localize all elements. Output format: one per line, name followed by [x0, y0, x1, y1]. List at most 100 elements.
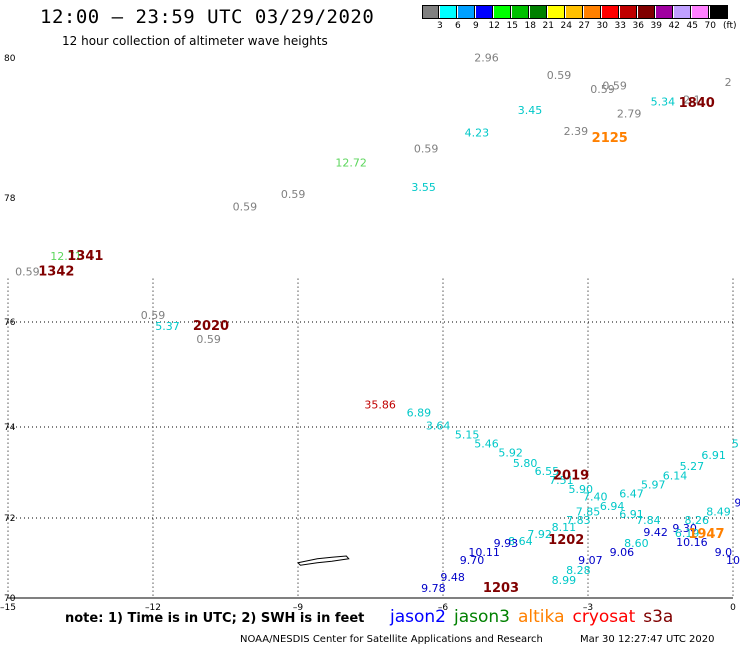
- wave-height-label: 9: [734, 497, 740, 510]
- latitude-tick-label: 72: [4, 514, 15, 524]
- colorbar-swatch: [476, 5, 493, 18]
- wave-height-label: 9.42: [643, 526, 668, 539]
- footnote: note: 1) Time is in UTC; 2) SWH is in fe…: [65, 611, 365, 626]
- pass-time-label: 1203: [483, 581, 519, 596]
- wave-height-label: 5.80: [513, 457, 538, 470]
- colorbar-swatch: [530, 5, 547, 18]
- latitude-tick-label: 80: [4, 54, 16, 64]
- wave-height-label: 8.11: [552, 521, 577, 534]
- longitude-tick-label: –15: [0, 603, 16, 613]
- wave-height-label: 10: [726, 554, 740, 567]
- colorbar-label: 70: [704, 21, 716, 31]
- colorbar-label: 42: [668, 21, 680, 31]
- latitude-tick-label: 76: [4, 318, 16, 328]
- colorbar-label: 36: [632, 21, 644, 31]
- wave-height-label: 8.26: [685, 514, 710, 527]
- wave-height-label: 0.59: [602, 80, 627, 93]
- colorbar-swatch: [512, 5, 529, 18]
- colorbar-swatch: [584, 5, 601, 18]
- wave-height-label: 5.34: [651, 96, 676, 109]
- wave-height-label: 5.46: [474, 437, 499, 450]
- map-title: 12:00 — 23:59 UTC 03/29/2020: [40, 6, 375, 28]
- wave-height-label: 12.71: [50, 250, 82, 263]
- colorbar-swatch: [602, 5, 619, 18]
- legend-entry-jason2: jason2: [390, 607, 446, 627]
- wave-height-label: 4.23: [465, 126, 490, 139]
- wave-height-label: 0.59: [414, 143, 439, 156]
- wave-height-label: 9.78: [421, 582, 446, 595]
- colorbar-label: 24: [560, 21, 572, 31]
- island-outline: [296, 555, 350, 566]
- latitude-tick-label: 78: [4, 194, 16, 204]
- wave-height-label: 5.27: [680, 460, 705, 473]
- wave-height-label: 10.11: [468, 546, 500, 559]
- longitude-tick-label: 0: [730, 603, 736, 613]
- pass-time-label: 2019: [553, 468, 589, 483]
- colorbar-swatch: [494, 5, 511, 18]
- wave-height-label: 9.93: [494, 537, 519, 550]
- pass-time-label: 2020: [193, 319, 229, 334]
- wave-height-label: 12.72: [335, 157, 367, 170]
- colorbar-swatch: [638, 5, 655, 18]
- credit-line: NOAA/NESDIS Center for Satellite Applica…: [240, 634, 543, 645]
- wave-height-label: 9.70: [460, 554, 485, 567]
- longitude-tick-label: –9: [293, 603, 304, 613]
- pass-time-label: 1840: [679, 96, 715, 111]
- wave-height-label: 6.91: [619, 508, 644, 521]
- wave-height-label: 5.97: [641, 478, 666, 491]
- wave-height-label: 7.85: [576, 506, 601, 519]
- wave-height-label: 7.51: [549, 474, 574, 487]
- wave-height-label: 35.86: [364, 399, 396, 412]
- colorbar-label: 15: [506, 21, 518, 31]
- wave-height-label: 6.89: [407, 407, 432, 420]
- wave-height-label: 0.59: [15, 266, 40, 279]
- wave-height-label: 5.90: [569, 483, 594, 496]
- wave-height-label: 8.64: [508, 535, 533, 548]
- longitude-tick-label: –12: [145, 603, 161, 613]
- longitude-tick-label: –6: [438, 603, 449, 613]
- legend-entry-jason3: jason3: [454, 607, 510, 627]
- colorbar-label: 21: [542, 21, 554, 31]
- wave-height-label: 5.15: [455, 428, 480, 441]
- pass-time-label: 1947: [688, 527, 724, 542]
- wave-height-label: 8.60: [624, 537, 649, 550]
- wave-height-label: 3.45: [518, 104, 543, 117]
- wave-height-label: 5.37: [155, 320, 180, 333]
- wave-height-label: 8.99: [552, 574, 577, 587]
- wave-height-label: 6.94: [600, 500, 625, 513]
- colorbar-label: 39: [650, 21, 662, 31]
- pass-time-label: 1342: [38, 265, 74, 280]
- colorbar-swatch: [440, 5, 457, 18]
- wave-height-label: 0.59: [590, 83, 615, 96]
- colorbar-swatch: [710, 5, 727, 18]
- legend-entry-altika: altika: [518, 607, 565, 627]
- wave-height-label: 8.49: [706, 506, 731, 519]
- wave-height-label: 6.14: [663, 469, 688, 482]
- wave-height-label: 0.59: [196, 333, 221, 346]
- wave-height-label: 9.06: [610, 546, 635, 559]
- satellite-legend: jason2 jason3 altika cryosat s3a: [390, 607, 681, 627]
- colorbar-label: 6: [455, 21, 461, 31]
- colorbar-label: 3: [437, 21, 443, 31]
- wave-height-label: 2.79: [617, 108, 642, 121]
- generation-timestamp: Mar 30 12:27:47 UTC 2020: [580, 634, 715, 645]
- colorbar-label: 18: [524, 21, 536, 31]
- longitude-tick-label: –3: [583, 603, 593, 613]
- colorbar-label: 9: [473, 21, 479, 31]
- wave-height-label: 2.1: [683, 94, 701, 107]
- wave-height-label: 8.28: [566, 564, 591, 577]
- colorbar-label: 45: [686, 21, 698, 31]
- wave-height-label: 6.55: [535, 465, 560, 478]
- colorbar-swatch: [566, 5, 583, 18]
- wave-height-label: 2.39: [564, 125, 589, 138]
- map-subtitle: 12 hour collection of altimeter wave hei…: [62, 34, 328, 48]
- wave-height-label: 7.84: [636, 514, 661, 527]
- wave-height-label: 0.59: [233, 200, 258, 213]
- wave-height-label: 9.30: [672, 522, 697, 535]
- legend-entry-s3a: s3a: [643, 607, 674, 627]
- colorbar-swatch: [674, 5, 691, 18]
- colorbar-label: 30: [596, 21, 608, 31]
- wave-height-label: 0.59: [281, 188, 306, 201]
- colorbar-swatch: [620, 5, 637, 18]
